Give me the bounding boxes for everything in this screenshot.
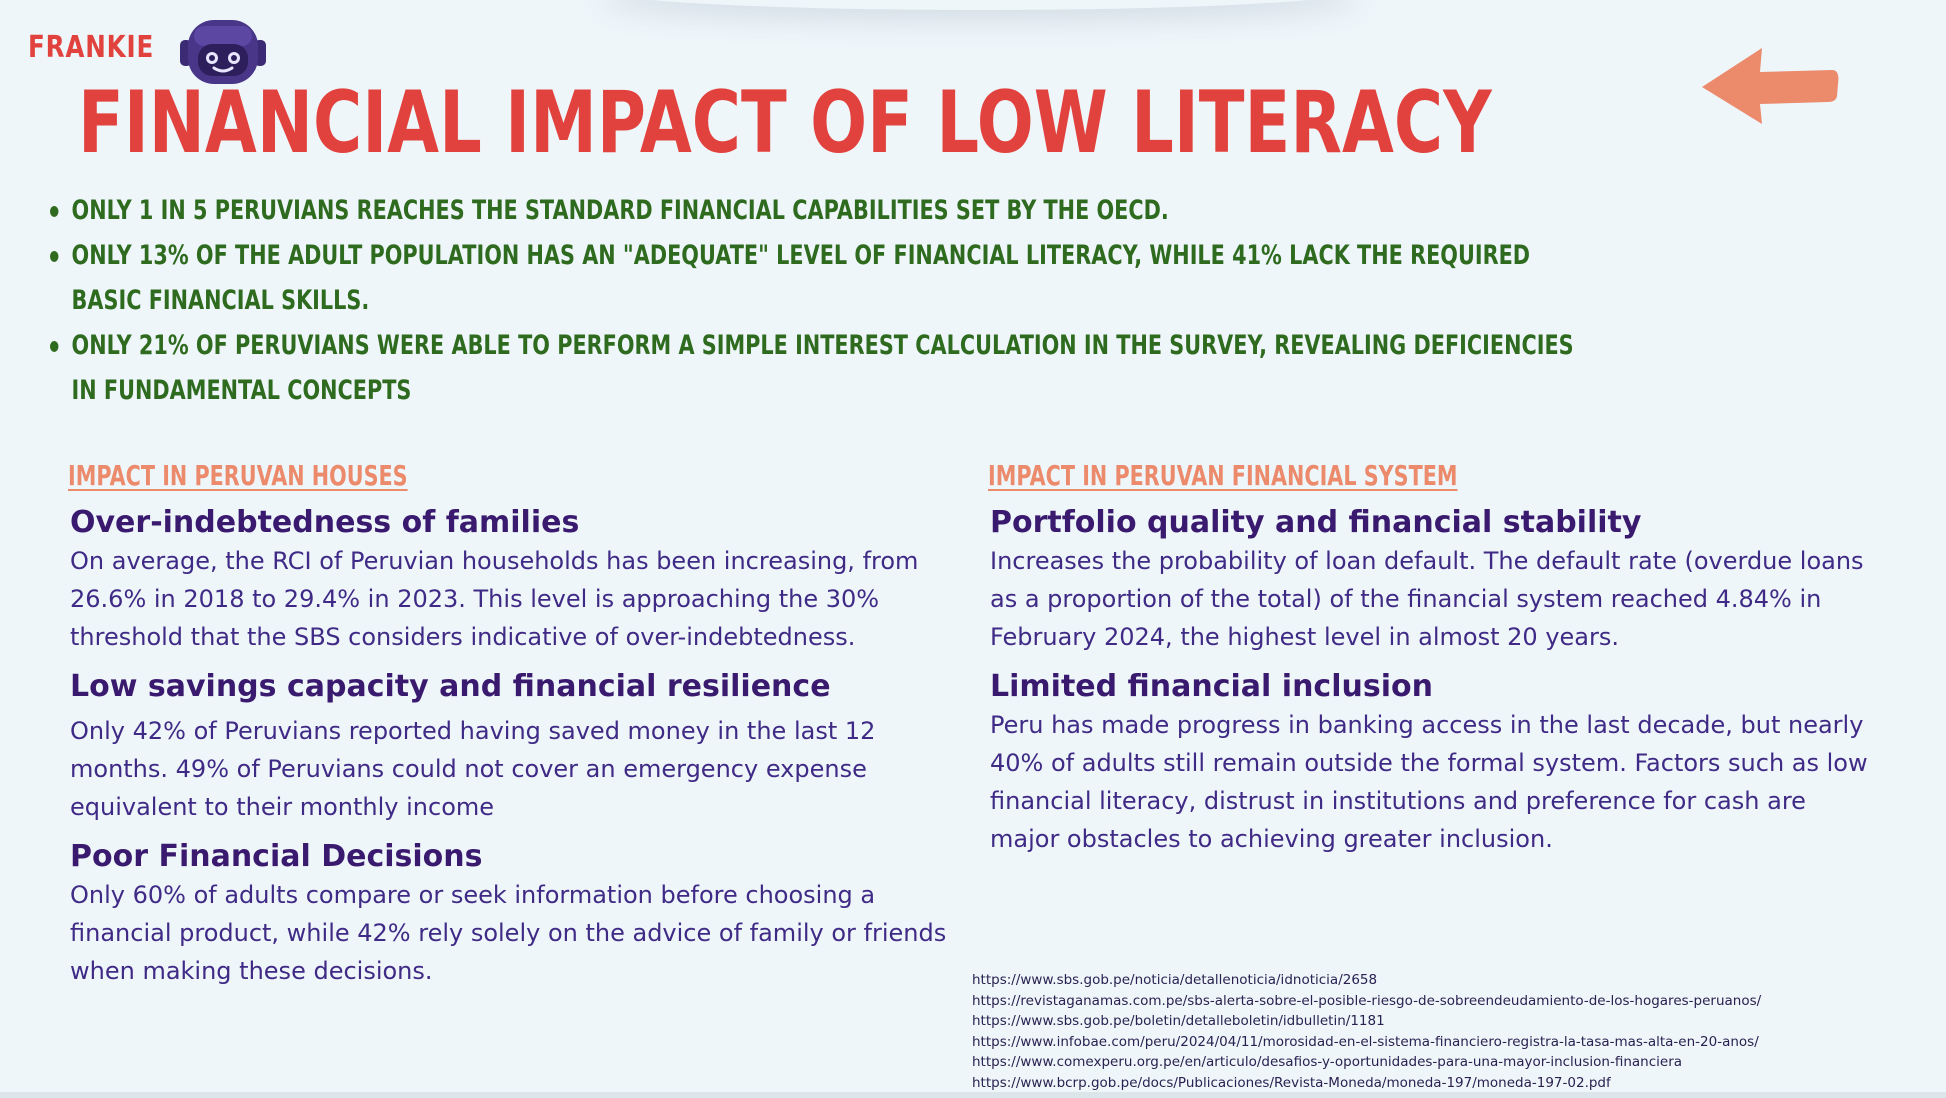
low-savings-title: Low savings capacity and financial resil… <box>70 669 831 704</box>
bullet-dot <box>50 341 59 352</box>
key-fact-item: ONLY 1 IN 5 PERUVIANS REACHES THE STANDA… <box>50 188 1605 233</box>
key-fact-item: ONLY 21% OF PERUVIANS WERE ABLE TO PERFO… <box>50 323 1605 413</box>
poor-decisions-title: Poor Financial Decisions <box>70 839 483 874</box>
key-fact-text: ONLY 13% OF THE ADULT POPULATION HAS AN … <box>71 240 1531 316</box>
portfolio-quality-text: Increases the probability of loan defaul… <box>990 547 1864 651</box>
portfolio-quality-title: Portfolio quality and financial stabilit… <box>990 505 1642 540</box>
source-link[interactable]: https://www.bcrp.gob.pe/docs/Publicacion… <box>972 1074 1611 1091</box>
brand-name: FRANKIE <box>28 30 155 65</box>
over-indebtedness-title: Over-indebtedness of families <box>70 505 580 540</box>
key-fact-text: ONLY 21% OF PERUVIANS WERE ABLE TO PERFO… <box>71 330 1574 406</box>
source-link[interactable]: https://www.sbs.gob.pe/boletin/detallebo… <box>972 1013 1385 1029</box>
key-facts-list: ONLY 1 IN 5 PERUVIANS REACHES THE STANDA… <box>50 188 1605 413</box>
source-link[interactable]: https://www.infobae.com/peru/2024/04/11/… <box>972 1033 1759 1050</box>
financial-inclusion-text: Peru has made progress in banking access… <box>990 711 1868 853</box>
page-title: FINANCIAL IMPACT OF LOW LITERACY <box>78 73 1492 173</box>
sources-list: https://www.sbs.gob.pe/noticia/detalleno… <box>972 970 1761 1093</box>
households-section-heading: IMPACT IN PERUVAN HOUSES <box>68 459 408 492</box>
bullet-dot <box>50 206 59 217</box>
bullet-dot <box>50 251 59 262</box>
key-fact-item: ONLY 13% OF THE ADULT POPULATION HAS AN … <box>50 233 1605 323</box>
low-savings-text: Only 42% of Peruvians reported having sa… <box>70 717 876 821</box>
financial-inclusion-title: Limited financial inclusion <box>990 669 1433 704</box>
key-fact-text: ONLY 1 IN 5 PERUVIANS REACHES THE STANDA… <box>71 195 1169 226</box>
financial-system-section-heading: IMPACT IN PERUVAN FINANCIAL SYSTEM <box>988 459 1458 492</box>
households-impact-section: IMPACT IN PERUVAN HOUSES Over-indebtedne… <box>68 458 948 990</box>
over-indebtedness-text: On average, the RCI of Peruvian househol… <box>70 547 919 651</box>
bottom-edge-bar <box>0 1092 1946 1098</box>
poor-decisions-text: Only 60% of adults compare or seek infor… <box>70 881 947 985</box>
source-link[interactable]: https://www.comexperu.org.pe/en/articulo… <box>972 1054 1683 1070</box>
source-link[interactable]: https://revistaganamas.com.pe/sbs-alerta… <box>972 992 1762 1009</box>
top-shadow-decoration <box>600 0 1360 10</box>
back-arrow-icon[interactable] <box>1700 44 1840 130</box>
financial-system-impact-section: IMPACT IN PERUVAN FINANCIAL SYSTEM Portf… <box>988 458 1868 858</box>
robot-mascot-icon <box>180 20 266 84</box>
source-link[interactable]: https://www.sbs.gob.pe/noticia/detalleno… <box>972 972 1378 988</box>
